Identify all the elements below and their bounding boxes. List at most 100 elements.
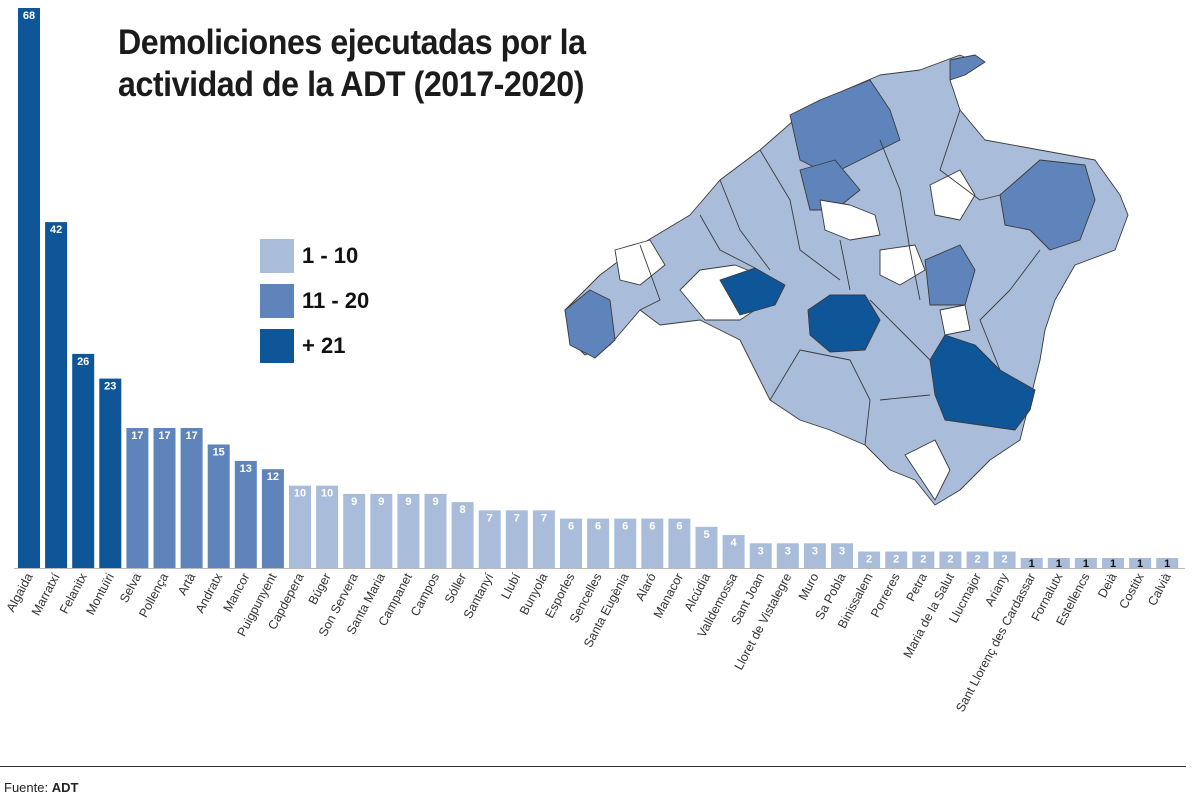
bar: [966, 551, 989, 568]
value-label: 6: [676, 521, 682, 533]
value-label: 1: [1056, 558, 1062, 570]
category-label: Ariany: [982, 570, 1011, 609]
bar: [993, 551, 1016, 568]
bar: [560, 518, 582, 568]
map-border: [719, 179, 771, 271]
value-label: 10: [321, 488, 333, 500]
legend-item-high: + 21: [260, 323, 369, 368]
map-region-none-5: [614, 239, 666, 286]
category-label: Deià: [1095, 571, 1119, 600]
legend-label-low: 1 - 10: [302, 242, 359, 268]
bar: [858, 551, 881, 568]
bar: [1129, 558, 1152, 568]
bar: [1074, 558, 1097, 568]
map-border: [879, 139, 921, 301]
value-label: 17: [131, 430, 143, 442]
bar: [370, 493, 393, 568]
bar: [749, 543, 772, 568]
value-label: 1: [1029, 558, 1035, 570]
map-region-none-1: [819, 199, 881, 241]
value-label: 2: [947, 554, 953, 566]
map-region-felanitx: [929, 334, 1036, 431]
bar: [614, 518, 637, 568]
value-label: 26: [77, 356, 89, 368]
map-region-son-servera: [924, 244, 976, 306]
map-region-marratxi: [719, 267, 786, 316]
value-label: 7: [514, 512, 520, 524]
map-region-pollenca-cape: [949, 54, 986, 81]
bar: [1020, 558, 1043, 568]
bar: [397, 493, 420, 568]
category-label: Muro: [796, 571, 822, 603]
map-region-andratx: [564, 289, 616, 359]
value-label: 1: [1083, 558, 1089, 570]
bar: [587, 518, 610, 568]
legend-swatch-mid: [260, 283, 294, 318]
mallorca-map: [564, 54, 1129, 506]
legend-label-mid: 11 - 20: [302, 287, 370, 313]
value-label: 3: [785, 545, 791, 557]
bar: [722, 535, 745, 568]
map-border: [979, 249, 1041, 371]
bar: [912, 551, 935, 568]
source-label: Fuente:: [4, 780, 49, 795]
map-border: [839, 239, 851, 291]
map-region-none-2: [929, 169, 976, 221]
source-note: Fuente: ADT: [4, 780, 78, 795]
value-label: 6: [568, 521, 574, 533]
value-label: 6: [595, 521, 601, 533]
value-label: 2: [1002, 554, 1008, 566]
bar: [45, 222, 68, 568]
value-label: 10: [294, 488, 306, 500]
value-label: 9: [405, 496, 411, 508]
map-region-none-6: [904, 439, 951, 501]
map-border: [769, 349, 871, 446]
value-label: 2: [866, 554, 872, 566]
value-label: 2: [920, 554, 926, 566]
legend-label-high: + 21: [302, 332, 346, 358]
map-border: [879, 394, 931, 401]
bar: [180, 428, 203, 568]
bar: [885, 551, 908, 568]
value-label: 1: [1110, 558, 1116, 570]
value-label: 8: [460, 504, 466, 516]
bar: [72, 353, 95, 568]
footer-divider: [0, 766, 1186, 767]
bars: [14, 8, 1185, 569]
value-label: 13: [240, 463, 252, 475]
map-border: [869, 299, 931, 361]
map-region-none-4: [939, 304, 971, 336]
bar: [803, 543, 826, 568]
category-label: Petra: [904, 571, 930, 604]
value-label: 15: [213, 446, 225, 458]
chart-title: Demoliciones ejecutadas por la actividad …: [118, 23, 586, 104]
legend-swatch-high: [260, 328, 294, 363]
legend-swatch-low: [260, 238, 294, 273]
bar: [831, 543, 853, 568]
legend-item-low: 1 - 10: [260, 233, 369, 278]
bar: [289, 485, 311, 568]
category-label: Búger: [306, 571, 334, 607]
value-label: 9: [378, 496, 384, 508]
bar: [641, 518, 664, 568]
bar: [424, 493, 447, 568]
bar: [939, 551, 962, 568]
value-label: 2: [893, 554, 899, 566]
legend-item-mid: 11 - 20: [260, 278, 369, 323]
bar: [18, 8, 40, 568]
value-label: 68: [23, 10, 35, 22]
value-label: 3: [839, 545, 845, 557]
bar: [153, 428, 176, 568]
value-label: 6: [649, 521, 655, 533]
value-label: 7: [541, 512, 547, 524]
bar: [695, 526, 718, 568]
bar: [478, 510, 501, 568]
bar: [261, 469, 284, 568]
bar: [505, 510, 528, 568]
value-label: 4: [731, 537, 738, 549]
value-label: 7: [487, 512, 493, 524]
category-label: Sóller: [442, 571, 469, 606]
